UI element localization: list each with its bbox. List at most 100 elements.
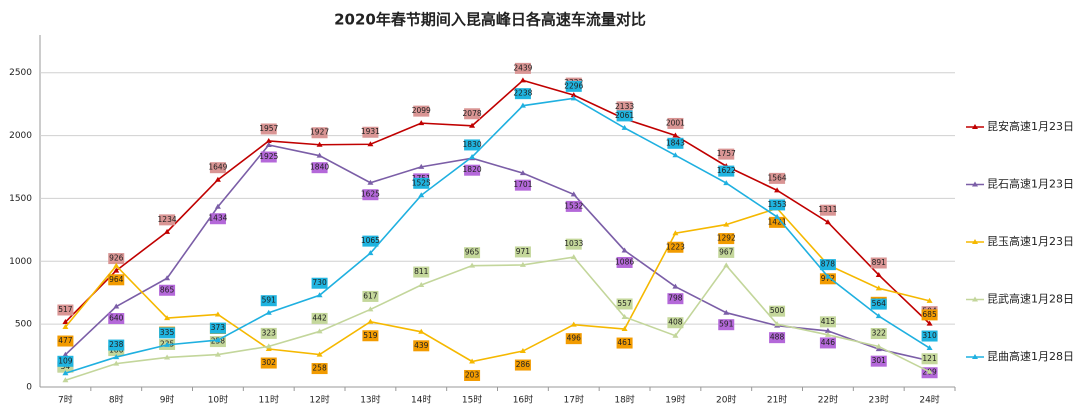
point-marker: [469, 358, 476, 364]
value-label: 1421: [768, 217, 787, 226]
value-label-box: [921, 330, 938, 342]
point-marker: [367, 141, 374, 147]
y-tick-label: 500: [15, 320, 32, 330]
value-label: 2061: [615, 111, 634, 120]
point-marker: [824, 331, 831, 337]
point-marker: [723, 180, 730, 186]
value-label: 2078: [463, 109, 482, 118]
point-marker: [875, 313, 882, 319]
point-marker: [469, 262, 476, 268]
point-marker: [875, 346, 882, 352]
value-label-box: [718, 148, 735, 160]
x-tick-label: 10时: [208, 394, 228, 406]
point-marker: [316, 152, 323, 158]
value-label-box: [514, 246, 531, 258]
point-marker: [570, 254, 577, 260]
value-label: 1622: [717, 166, 736, 175]
point-marker: [265, 346, 272, 352]
value-label-box: [514, 62, 531, 74]
point-marker: [62, 351, 69, 357]
point-marker: [570, 321, 577, 327]
value-label: 798: [668, 294, 683, 303]
y-tick-label: 0: [26, 383, 32, 393]
point-marker: [113, 267, 120, 273]
value-label-box: [514, 359, 531, 371]
point-marker: [367, 306, 374, 312]
series-line: [64, 207, 930, 363]
legend-marker: [972, 354, 978, 359]
value-label: 1649: [208, 163, 227, 172]
point-marker: [875, 271, 882, 277]
x-tick-label: 11时: [259, 394, 279, 406]
value-label: 1223: [666, 242, 685, 251]
value-label-box: [260, 327, 277, 339]
value-label-box: [362, 330, 379, 342]
value-label: 439: [414, 341, 429, 350]
point-marker: [672, 132, 679, 138]
value-label-box: [870, 328, 887, 340]
value-label-box: [870, 257, 887, 269]
value-label: 2001: [666, 118, 685, 127]
value-label-box: [362, 290, 379, 302]
value-label: 373: [211, 323, 226, 332]
y-tick-label: 2000: [9, 131, 32, 141]
value-label-box: [362, 126, 379, 138]
point-marker: [621, 313, 628, 319]
y-tick-label: 1000: [9, 257, 32, 267]
value-label-box: [413, 177, 430, 189]
series-line: [65, 97, 931, 375]
value-label: 1927: [310, 128, 329, 137]
value-label-box: [667, 317, 684, 329]
value-label: 1434: [208, 214, 227, 223]
value-label: 1830: [463, 140, 482, 149]
point-marker: [164, 315, 171, 321]
legend-label: 昆玉高速1月23日: [987, 234, 1074, 248]
value-label: 477: [58, 336, 73, 345]
point-marker: [316, 292, 323, 298]
value-label-box: [260, 295, 277, 307]
point-marker: [774, 213, 781, 219]
point-marker: [214, 311, 221, 317]
point-marker: [875, 343, 882, 349]
point-marker: [316, 328, 323, 334]
point-marker: [367, 179, 374, 185]
value-label-box: [260, 357, 277, 369]
value-label: 323: [262, 328, 277, 337]
x-tick-label: 15时: [462, 394, 482, 406]
value-label-box: [464, 247, 481, 259]
value-label: 335: [160, 328, 175, 337]
value-label: 1625: [361, 190, 380, 199]
value-label: 2439: [513, 63, 532, 72]
point-marker: [418, 282, 425, 288]
point-marker: [926, 297, 933, 303]
value-label-box: [514, 88, 531, 100]
value-label: 1086: [615, 257, 634, 266]
point-marker: [672, 152, 679, 158]
point-marker: [265, 343, 272, 349]
value-label: 1033: [564, 239, 583, 248]
value-label: 1931: [361, 127, 380, 136]
point-marker: [519, 77, 526, 83]
point-marker: [774, 321, 781, 327]
legend-marker: [972, 124, 978, 129]
x-tick-label: 13时: [360, 394, 380, 406]
point-marker: [62, 377, 69, 383]
point-marker: [214, 337, 221, 343]
x-tick-label: 23时: [869, 394, 889, 406]
value-label: 1701: [513, 180, 532, 189]
value-label: 730: [312, 278, 327, 287]
value-label-box: [565, 200, 582, 212]
point-marker: [723, 262, 730, 268]
value-label-box: [718, 246, 735, 258]
value-label: 500: [770, 306, 785, 315]
point-marker: [164, 354, 171, 360]
value-label-box: [362, 189, 379, 201]
value-label: 415: [821, 317, 836, 326]
value-label: 865: [160, 285, 175, 294]
point-marker: [519, 170, 526, 176]
x-tick-label: 22时: [818, 394, 838, 406]
point-marker: [570, 191, 577, 197]
value-label-box: [209, 213, 226, 225]
point-marker: [672, 283, 679, 289]
